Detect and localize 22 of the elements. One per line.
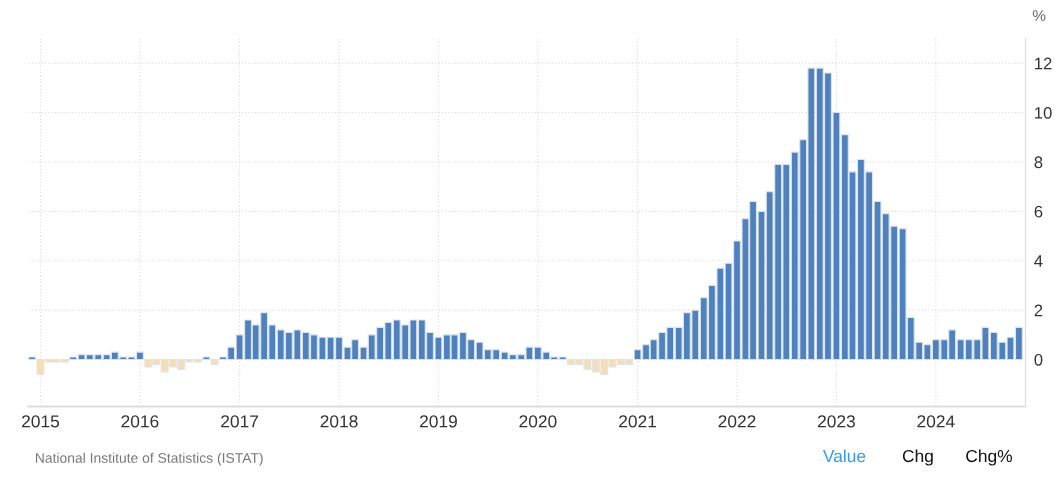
- x-tick-label: 2018: [320, 415, 358, 428]
- y-axis-title: %: [1032, 10, 1046, 21]
- x-tick-label: 2024: [917, 415, 955, 428]
- text: Value: [822, 449, 866, 463]
- text: Chg%: [966, 449, 1012, 466]
- x-tick-label: 2019: [420, 415, 457, 428]
- y-tick-label: 2: [1034, 304, 1043, 317]
- y-tick-label: 10: [1035, 106, 1052, 119]
- y-tick-label: 12: [1035, 57, 1052, 70]
- x-tick-label: 2020: [519, 415, 557, 428]
- x-tick-label: 2016: [121, 415, 159, 428]
- x-tick-label: 2021: [619, 415, 657, 428]
- text: Chg: [902, 449, 933, 466]
- x-tick-label: 2015: [22, 415, 60, 428]
- y-tick-label: 6: [1034, 205, 1043, 218]
- y-tick-label: 8: [1034, 156, 1043, 169]
- x-tick-label: 2017: [221, 415, 259, 428]
- y-tick-label: 4: [1034, 255, 1043, 267]
- text: National Institute of Statistics (ISTAT): [35, 452, 263, 466]
- x-tick-label: 2022: [718, 415, 756, 428]
- y-tick-label: 0: [1034, 353, 1043, 366]
- x-tick-label: 2023: [817, 415, 855, 428]
